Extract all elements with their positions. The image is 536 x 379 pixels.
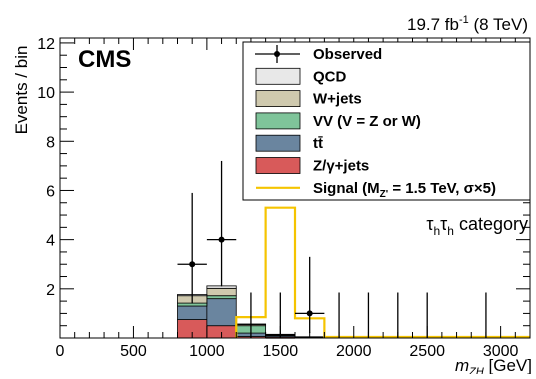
cms-label: CMS	[78, 46, 131, 73]
category-label: τhτh category	[426, 214, 528, 238]
bar-ttbar-0	[178, 306, 207, 320]
legend: Observed QCD W+jets VV (V = Z or W) tt̄ Z/γ+j…	[243, 42, 530, 200]
y-tick-label: 8	[46, 134, 55, 151]
data-point-marker	[307, 310, 313, 316]
legend-marker-dot	[274, 51, 280, 57]
y-tick-label: 10	[37, 85, 55, 102]
legend-label: Signal (MZ' = 1.5 TeV, σ×5)	[313, 180, 496, 200]
legend-swatch	[256, 113, 300, 129]
x-tick-label: 500	[120, 343, 147, 360]
legend-label: QCD	[313, 68, 347, 85]
bar-w-jets-1	[207, 288, 236, 295]
y-tick-label: 2	[46, 282, 55, 299]
legend-entry-3: VV (V = Z or W)	[256, 113, 421, 130]
legend-swatch	[256, 91, 300, 107]
data-point-0	[178, 193, 207, 304]
data-point-marker	[219, 237, 225, 243]
data-point-3	[295, 257, 324, 333]
legend-entry-5: Z/γ+jets	[256, 158, 369, 175]
data-point-1	[207, 161, 236, 286]
bar-vv-1	[207, 296, 236, 299]
x-tick-label: 2000	[336, 343, 372, 360]
y-tick-label: 4	[46, 233, 55, 250]
x-axis-label: mZH [GeV]	[455, 356, 532, 374]
legend-label: tt̄	[313, 135, 323, 152]
y-tick-label: 6	[46, 183, 55, 200]
legend-label: W+jets	[313, 91, 362, 108]
legend-label: Observed	[313, 46, 382, 63]
legend-label: VV (V = Z or W)	[313, 113, 421, 130]
x-tick-label: 1500	[263, 343, 299, 360]
legend-swatch	[256, 68, 300, 84]
x-tick-label: 1000	[189, 343, 225, 360]
legend-label: Z/γ+jets	[313, 158, 369, 175]
legend-swatch	[256, 158, 300, 174]
bar-ttbar-1	[207, 299, 236, 326]
legend-entry-4: tt̄	[256, 135, 323, 152]
x-tick-label: 0	[56, 343, 65, 360]
legend-swatch	[256, 135, 300, 151]
data-point-marker	[189, 261, 195, 267]
y-tick-label: 12	[37, 36, 55, 53]
lumi-label: 19.7 fb-1 (8 TeV)	[407, 14, 528, 34]
y-axis-label: Events / bin	[12, 46, 31, 135]
x-tick-label: 2500	[409, 343, 445, 360]
